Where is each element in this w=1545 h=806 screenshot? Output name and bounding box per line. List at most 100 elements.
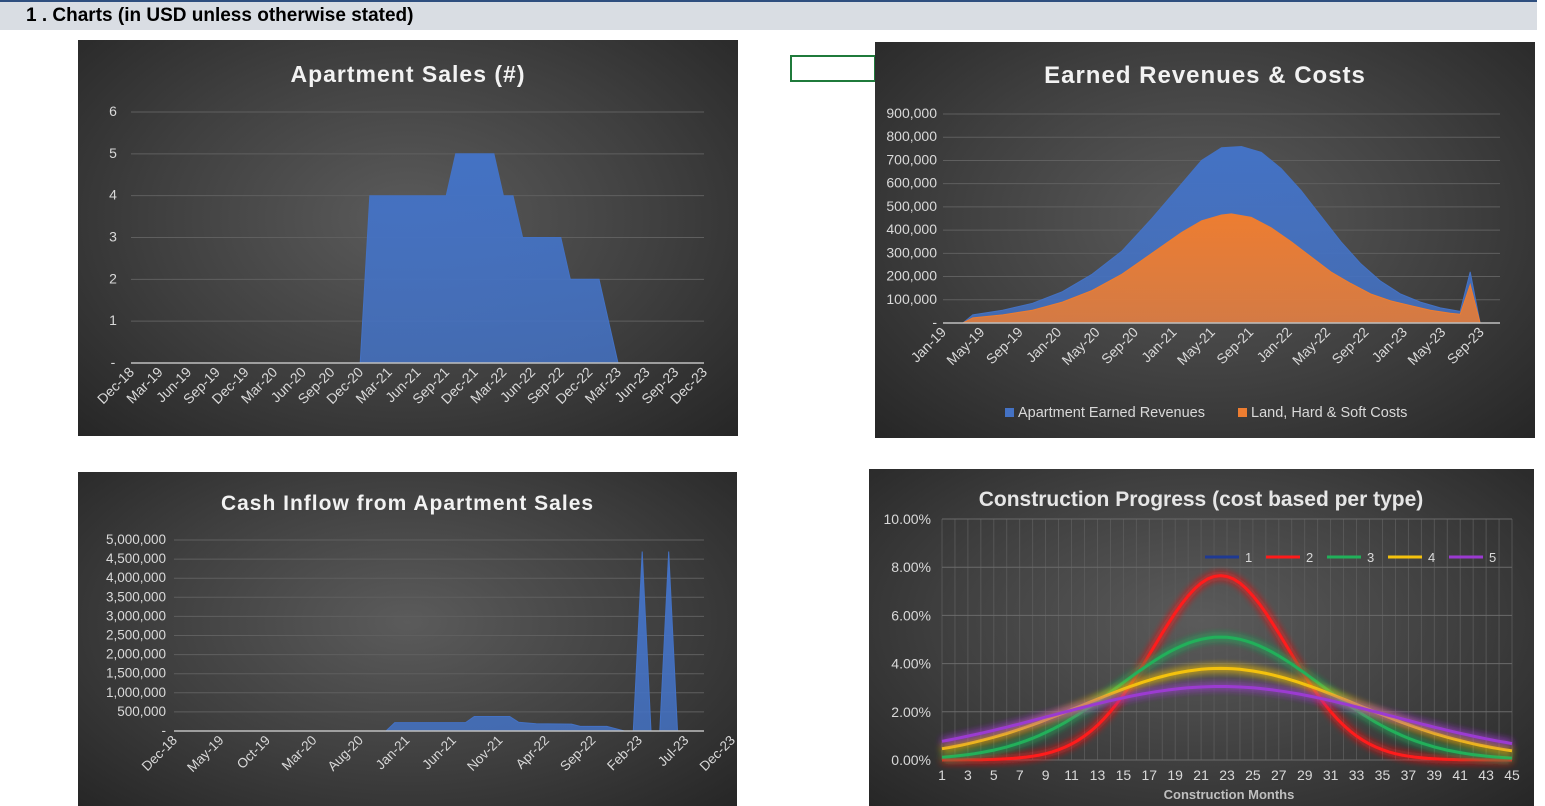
x-tick-label: Aug-20 [325, 733, 366, 774]
x-tick-label: 29 [1297, 767, 1313, 783]
y-tick-label: 1 [109, 312, 117, 328]
x-tick-label: Jan-21 [373, 733, 413, 773]
y-tick-label: 4,500,000 [106, 551, 166, 566]
x-tick-label: 15 [1116, 767, 1132, 783]
x-tick-label: May-22 [1289, 324, 1333, 368]
x-tick-label: Oct-19 [234, 733, 273, 772]
x-tick-label: 39 [1426, 767, 1442, 783]
area-series-data [131, 153, 704, 364]
x-tick-label: Sep-19 [983, 324, 1026, 367]
y-tick-label: 3,000,000 [106, 608, 166, 623]
x-tick-label: 45 [1504, 767, 1520, 783]
y-tick-label: 300,000 [886, 244, 937, 260]
y-tick-label: 200,000 [886, 268, 937, 284]
x-tick-label: Nov-21 [464, 733, 505, 774]
area-series-data [174, 551, 704, 732]
x-tick-label: 9 [1042, 767, 1050, 783]
y-tick-label: 10.00% [884, 511, 931, 527]
y-tick-label: 4,000,000 [106, 570, 166, 585]
x-tick-label: May-19 [184, 733, 226, 775]
x-tick-label: Sep-23 [1444, 324, 1487, 367]
y-tick-label: 900,000 [886, 105, 937, 121]
x-tick-label: Jan-21 [1138, 324, 1180, 366]
selected-cell-outline [790, 55, 876, 82]
y-tick-label: - [932, 314, 937, 330]
y-tick-label: 2 [109, 270, 117, 286]
x-tick-label: Sep-22 [557, 733, 598, 774]
chart-title: Earned Revenues & Costs [1044, 62, 1366, 89]
series-line-5 [941, 685, 1513, 746]
x-tick-label: Apr-22 [513, 733, 552, 772]
legend-label: 3 [1367, 550, 1374, 565]
x-tick-label: Jun-21 [419, 733, 459, 773]
x-tick-label: Dec-18 [139, 733, 180, 774]
construction-progress-chart[interactable]: Construction Progress (cost based per ty… [869, 469, 1534, 806]
x-tick-label: Sep-20 [1098, 324, 1141, 367]
y-tick-label: 3,500,000 [106, 589, 166, 604]
x-axis-title: Construction Months [1164, 787, 1295, 802]
chart-svg: Earned Revenues & Costs - 100,000 200,000 30… [886, 62, 1500, 421]
legend-swatch [1005, 408, 1014, 417]
x-tick-label: 19 [1167, 767, 1183, 783]
series-line-4 [941, 666, 1513, 753]
cash-inflow-chart[interactable]: Cash Inflow from Apartment Sales - 500,000… [78, 472, 737, 806]
legend-label: 5 [1489, 550, 1496, 565]
y-tick-label: 6 [109, 103, 117, 119]
y-tick-label: 2,500,000 [106, 628, 166, 643]
area-series-land-hard-soft-costs [943, 213, 1500, 324]
x-tick-label: Feb-23 [604, 733, 645, 774]
chart-svg: Construction Progress (cost based per ty… [884, 488, 1520, 802]
x-tick-label: Jan-20 [1023, 324, 1065, 366]
x-tick-label: 23 [1219, 767, 1235, 783]
y-tick-label: 5 [109, 145, 117, 161]
y-tick-label: 4.00% [891, 656, 931, 672]
top-border-line [0, 0, 1537, 2]
x-tick-label: Jul-23 [655, 733, 692, 770]
y-tick-label: 2.00% [891, 704, 931, 720]
x-tick-label: Jan-22 [1253, 324, 1295, 366]
legend-label: 1 [1245, 550, 1252, 565]
x-tick-label: Sep-22 [1328, 324, 1371, 367]
y-tick-label: 500,000 [117, 704, 166, 719]
series-line-3 [941, 635, 1513, 760]
x-tick-label: Jan-23 [1369, 324, 1411, 366]
legend-swatch [1238, 408, 1247, 417]
x-tick-label: May-23 [1404, 324, 1448, 368]
chart-title: Construction Progress (cost based per ty… [979, 488, 1424, 511]
y-tick-label: 5,000,000 [106, 532, 166, 547]
chart-title: Cash Inflow from Apartment Sales [221, 492, 594, 515]
series-line-2 [941, 574, 1512, 762]
y-tick-label: 3 [109, 229, 117, 245]
x-tick-label: 41 [1452, 767, 1468, 783]
y-tick-label: 800,000 [886, 128, 937, 144]
x-tick-label: 11 [1064, 767, 1079, 783]
x-tick-label: 3 [964, 767, 972, 783]
y-tick-label: 600,000 [886, 175, 937, 191]
y-tick-label: 1,500,000 [106, 666, 166, 681]
x-tick-label: 37 [1401, 767, 1417, 783]
apartment-sales-chart[interactable]: Apartment Sales (#) -1 2 3 4 5 6 Dec-18 Mar-19 Ju… [78, 40, 738, 436]
chart-svg: Cash Inflow from Apartment Sales - 500,000… [106, 492, 737, 775]
earned-revenues-costs-chart[interactable]: Earned Revenues & Costs - 100,000 200,000 30… [875, 42, 1535, 438]
y-tick-label: - [111, 354, 116, 370]
legend-label: Land, Hard & Soft Costs [1251, 405, 1407, 421]
legend-label: 4 [1428, 550, 1435, 565]
y-tick-label: - [162, 723, 167, 738]
x-tick-label: 31 [1323, 767, 1339, 783]
section-title: 1 . Charts (in USD unless otherwise stat… [0, 2, 1537, 30]
y-tick-label: 2,000,000 [106, 647, 166, 662]
x-tick-label: Sep-21 [1213, 324, 1256, 367]
legend-label: Apartment Earned Revenues [1018, 405, 1205, 421]
x-tick-label: 1 [938, 767, 946, 783]
y-tick-label: 8.00% [891, 559, 931, 575]
x-tick-label: May-21 [1174, 324, 1218, 368]
y-tick-label: 700,000 [886, 151, 937, 167]
chart-svg: Apartment Sales (#)-123456Dec-18Mar-19Ju… [94, 61, 710, 407]
y-tick-label: 0.00% [891, 752, 931, 768]
legend-label: 2 [1306, 550, 1313, 565]
x-tick-label: 5 [990, 767, 998, 783]
x-tick-label: Jan-19 [908, 324, 950, 366]
x-tick-label: 25 [1245, 767, 1261, 783]
y-tick-label: 400,000 [886, 221, 937, 237]
x-tick-label: 17 [1141, 767, 1157, 783]
